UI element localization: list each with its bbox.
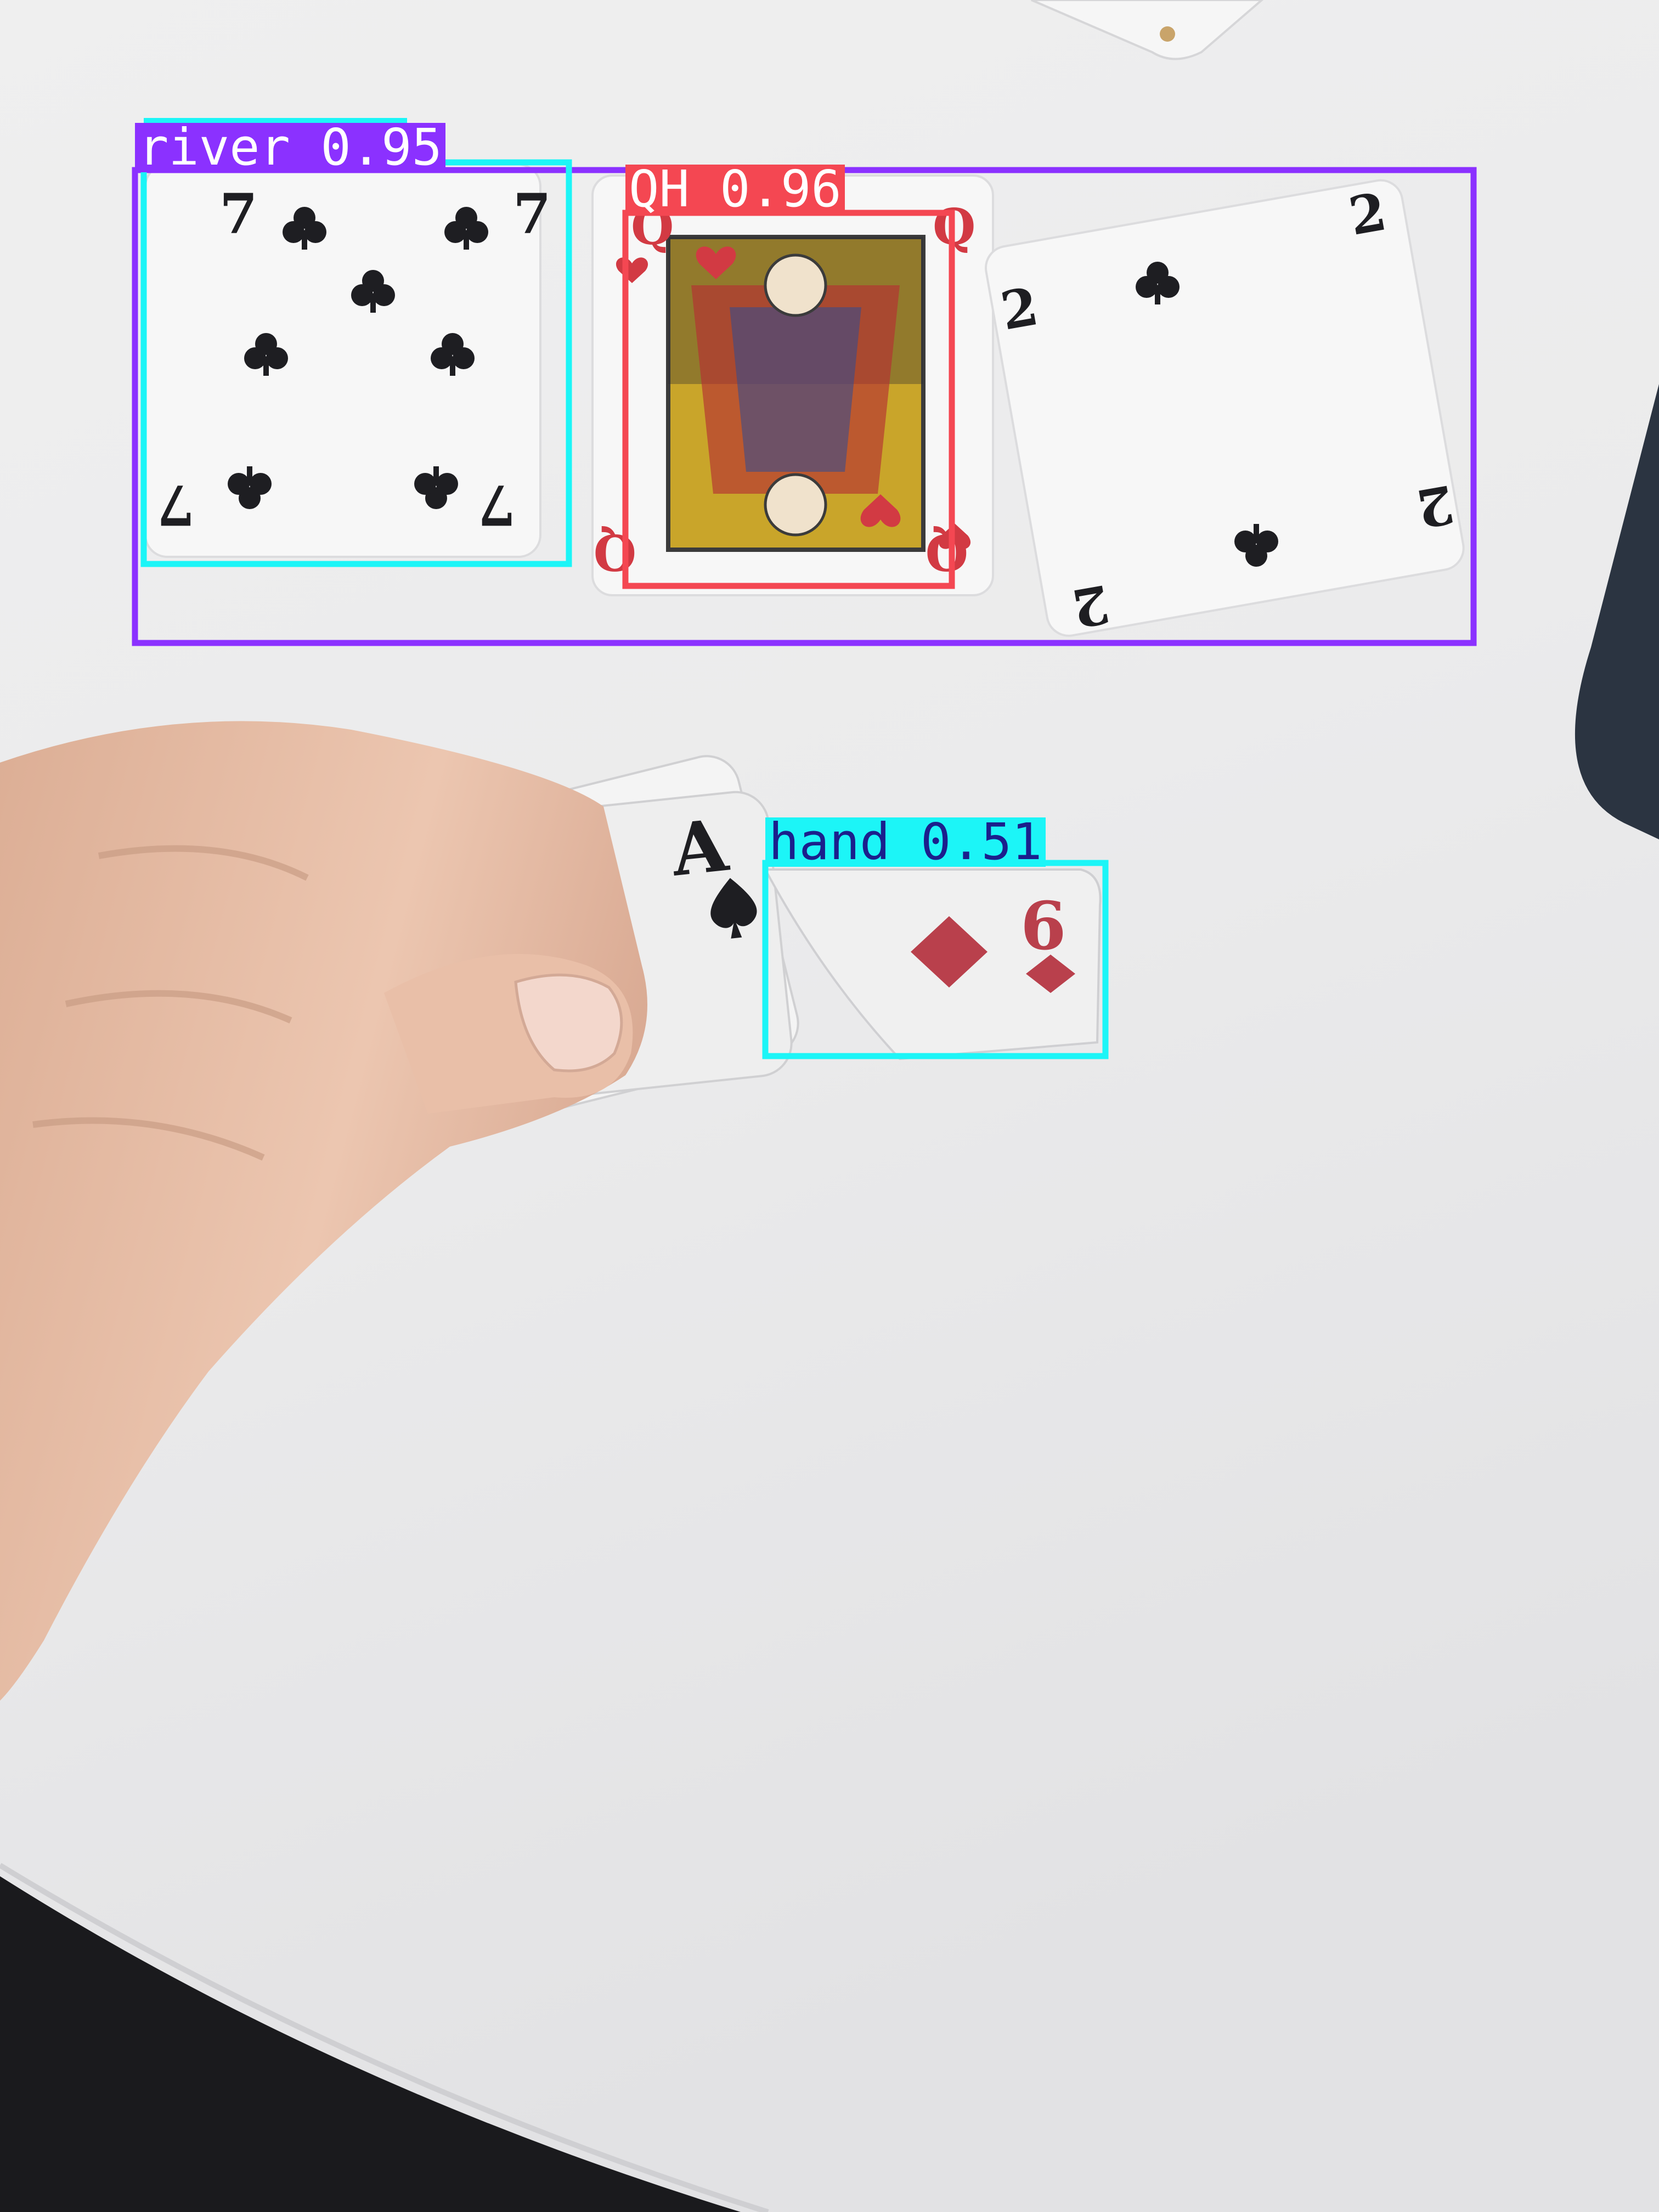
thumbnail — [514, 973, 623, 1073]
card-rank: Q — [594, 523, 636, 581]
qh-detection-label: QH 0.96 — [625, 164, 845, 215]
river-detection-label: river 0.95 — [135, 122, 445, 173]
card-rank: A — [667, 803, 732, 893]
card-rank: 7 — [156, 472, 195, 537]
card-rank: 7 — [219, 182, 258, 246]
device-edge — [1575, 384, 1659, 839]
finger-crease — [32, 845, 309, 1161]
diamond-icon — [1026, 955, 1075, 993]
table-edge — [0, 1863, 769, 2212]
heart-icon — [696, 246, 736, 279]
card-rank: 7 — [477, 472, 516, 537]
club-pips — [228, 207, 1278, 567]
card-two-of-clubs: 2 2 2 2 — [984, 179, 1465, 639]
card-rank: 6 — [1020, 888, 1066, 965]
hand-detection-label: hand 0.51 — [765, 817, 1046, 867]
card-six-of-diamonds: 6 — [763, 868, 1102, 1060]
player-hand: A A 6 — [0, 721, 1102, 1701]
heart-icon — [860, 494, 901, 527]
diamond-icon — [911, 916, 988, 988]
card-rank: 7 — [513, 182, 551, 246]
top-partial-card — [1031, 0, 1264, 60]
spade-icon — [710, 878, 757, 939]
card-queen-of-hearts: Q Q Q Q — [591, 174, 994, 596]
floor-shadow — [0, 1876, 741, 2212]
card-seven-of-clubs: 7 7 7 7 — [144, 163, 551, 558]
